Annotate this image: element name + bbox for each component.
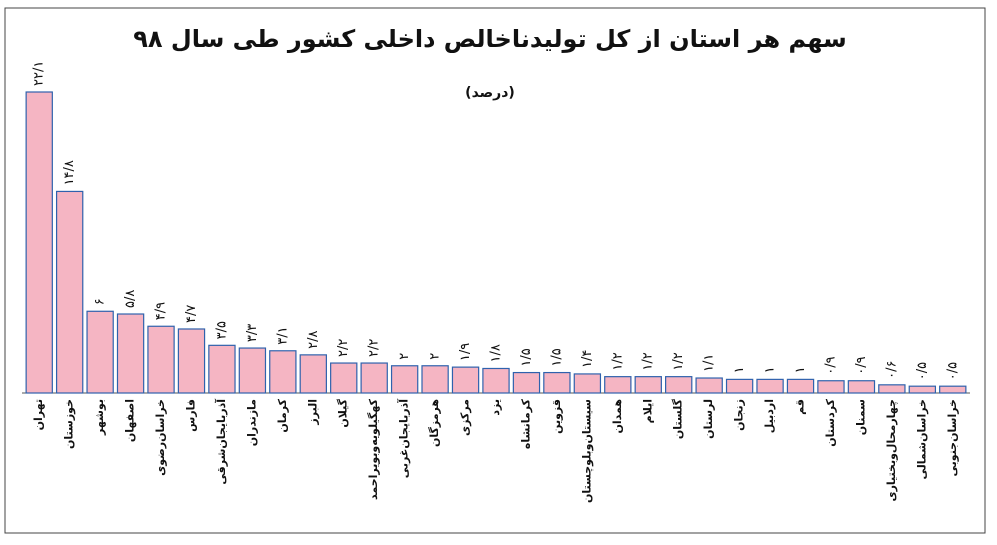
value-label: ۵/۸ — [123, 290, 138, 308]
value-label: ۰/۹ — [823, 356, 838, 374]
value-label: ۰/۵ — [915, 362, 930, 380]
bar — [878, 384, 906, 394]
x-tick-label: یزد — [489, 399, 502, 416]
x-tick-label: سمنان — [854, 399, 867, 435]
value-label: ۱/۲ — [671, 352, 686, 370]
x-tick-label: زنجان — [733, 399, 746, 431]
x-tick-label: گیلان — [337, 398, 350, 427]
value-label: ۱/۸ — [489, 344, 504, 362]
value-label: ۱/۵ — [549, 348, 564, 366]
value-label: ۴/۹ — [154, 302, 169, 320]
value-label: ۶ — [93, 298, 108, 305]
bar — [604, 376, 632, 394]
value-label: ۰/۶ — [884, 360, 899, 378]
x-tick-label: همدان — [611, 399, 624, 434]
x-tick-label: خراسان‌شمالی — [915, 399, 928, 479]
bar — [908, 385, 937, 394]
bar — [512, 371, 541, 394]
x-tick-label: خراسان‌رضوی — [154, 399, 167, 476]
value-label: ۲/۲ — [367, 339, 382, 357]
bar — [756, 378, 784, 394]
bar — [390, 365, 419, 394]
value-label: ۰/۹ — [854, 356, 869, 374]
x-tick-label: قزوین — [550, 399, 563, 434]
value-label: ۲ — [428, 353, 443, 360]
bar — [147, 325, 175, 394]
bar — [25, 91, 53, 394]
x-tick-label: خوزستان — [63, 399, 76, 449]
chart-subtitle: (درصد) — [465, 85, 515, 101]
bar — [330, 362, 358, 394]
x-tick-label: فارس — [184, 399, 197, 432]
bar — [695, 377, 723, 394]
x-tick-label: سیستان‌وبلوچستان — [580, 399, 593, 503]
value-label: ۱ — [732, 366, 747, 373]
chart-title: سهم هر استان از کل تولیدناخالص داخلی کشو… — [133, 25, 847, 53]
value-label: ۱/۹ — [458, 343, 473, 361]
value-label: ۳/۱ — [275, 326, 290, 344]
value-label: ۱/۵ — [519, 348, 534, 366]
value-label: ۱ — [793, 366, 808, 373]
x-tick-label: آذربایجان‌غربی — [397, 399, 411, 478]
value-label: ۱ — [763, 366, 778, 373]
value-label: ۲/۲ — [336, 339, 351, 357]
bar — [116, 313, 145, 394]
x-tick-label: ایلام — [641, 399, 654, 423]
bar — [360, 362, 388, 394]
bar — [451, 366, 480, 394]
bar — [786, 378, 815, 394]
value-label: ۱/۲ — [641, 352, 656, 370]
x-tick-label: کرمان — [276, 398, 289, 432]
bar — [817, 380, 845, 394]
x-tick-label: خراسان‌جنوبی — [946, 399, 959, 476]
x-tick-label: اردبیل — [763, 399, 776, 433]
x-tick-label: قم — [794, 399, 807, 415]
x-tick-label: کردستان — [824, 398, 837, 446]
value-label: ۳/۵ — [214, 321, 229, 339]
bar — [665, 376, 693, 394]
value-label: ۲ — [397, 353, 412, 360]
x-tick-label: تهران — [32, 399, 45, 430]
bar — [299, 354, 327, 394]
value-label: ۱/۴ — [580, 350, 595, 368]
bar — [725, 378, 754, 394]
x-tick-label: مازندران — [245, 399, 258, 446]
value-label: ۳/۳ — [245, 324, 260, 342]
x-tick-label: اصفهان — [124, 399, 137, 442]
bar — [543, 371, 571, 394]
x-tick-label: البرز — [306, 399, 319, 426]
bar — [482, 367, 510, 394]
bar — [421, 365, 449, 394]
bar — [634, 376, 662, 394]
x-tick-label: کرمانشاه — [519, 398, 532, 449]
value-label: ۱/۱ — [702, 354, 717, 372]
bar — [238, 347, 267, 394]
bar — [847, 380, 876, 394]
bar — [573, 373, 602, 394]
value-label: ۴/۷ — [184, 305, 199, 323]
value-label: ۲/۸ — [306, 331, 321, 349]
frame — [4, 7, 986, 534]
bar — [55, 190, 84, 394]
bar — [269, 350, 297, 394]
x-tick-label: چهارمحال‌وبختیاری — [885, 399, 898, 502]
x-tick-label: لرستان — [702, 399, 715, 439]
x-tick-label: گلستان — [672, 398, 685, 439]
bar — [208, 344, 236, 394]
x-tick-label: بوشهر — [93, 399, 106, 436]
value-label: ۰/۵ — [945, 362, 960, 380]
x-tick-label: کهگیلویه‌وبویراحمد — [367, 398, 380, 500]
x-tick-label: آذربایجان‌شرقی — [214, 399, 228, 485]
value-label: ۱۴/۸ — [62, 160, 77, 185]
bar — [86, 310, 114, 394]
value-label: ۱/۲ — [610, 352, 625, 370]
x-tick-label: هرمزگان — [428, 399, 441, 447]
x-tick-label: مرکزی — [459, 399, 472, 436]
bar — [939, 385, 967, 394]
value-label: ۲۲/۱ — [32, 61, 47, 86]
bar — [177, 328, 206, 394]
